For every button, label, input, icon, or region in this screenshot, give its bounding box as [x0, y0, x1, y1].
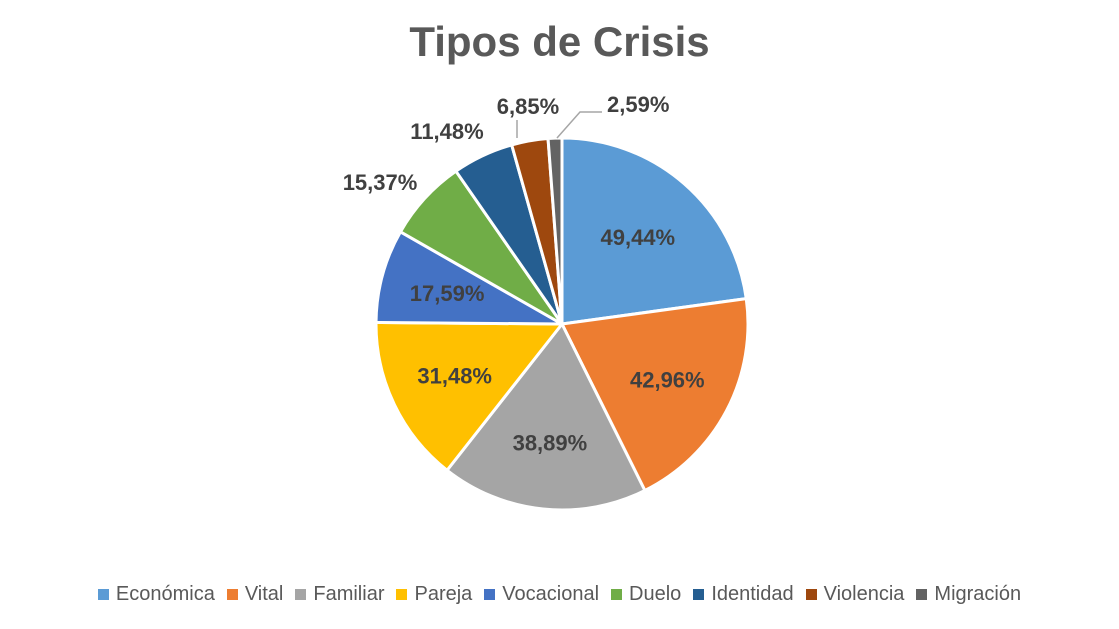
legend-label: Identidad: [711, 582, 794, 605]
legend-label: Migración: [934, 582, 1022, 605]
legend-swatch: [295, 588, 307, 600]
legend-label: Violencia: [823, 582, 905, 605]
legend-label: Económica: [115, 582, 215, 605]
legend-swatch: [611, 588, 623, 600]
legend-label: Vocacional: [502, 582, 600, 605]
leader-line-migracion: [556, 111, 602, 139]
chart-title: Tipos de Crisis: [409, 18, 710, 65]
legend-item-duelo: Duelo: [611, 583, 681, 606]
legend-swatch: [97, 588, 109, 600]
data-label-violencia: 6,85%: [497, 94, 559, 119]
legend-swatch: [916, 588, 928, 600]
legend-label: Duelo: [629, 582, 682, 605]
legend-swatch: [805, 588, 817, 600]
legend-item-identidad: Identidad: [693, 582, 794, 606]
legend-swatch: [226, 588, 238, 600]
data-label-vocacional: 17,59%: [410, 281, 485, 306]
data-label-identidad: 11,48%: [410, 119, 483, 144]
legend-label: Familiar: [313, 582, 385, 605]
data-label-migracion: 2,59%: [607, 92, 669, 117]
legend-item-violencia: Violencia: [805, 582, 905, 606]
pie-slice-migracion: [546, 136, 564, 326]
legend-item-economica: Económica: [97, 582, 215, 606]
legend-label: Vital: [244, 582, 284, 605]
data-label-familiar: 38,89%: [513, 430, 588, 455]
pie-slice-pareja: [374, 320, 564, 472]
legend-swatch: [693, 588, 705, 600]
legend-label: Pareja: [414, 582, 473, 605]
data-label-vital: 42,96%: [630, 368, 705, 393]
data-label-duelo: 15,37%: [343, 170, 418, 195]
legend-item-vocacional: Vocacional: [484, 583, 599, 606]
pie-slice-familiar: [445, 322, 647, 512]
pie-slice-vital: [560, 297, 750, 493]
legend-swatch: [484, 588, 496, 600]
pie-slice-vocacional: [374, 230, 564, 326]
legend-item-migracion: Migración: [916, 583, 1021, 606]
legend-item-pareja: Pareja: [396, 583, 472, 606]
data-label-economica: 49,44%: [600, 225, 675, 250]
legend: Económica Vital Familiar Pareja Vocacional Du…: [0, 579, 1119, 609]
legend-swatch: [396, 588, 408, 600]
data-label-pareja: 31,48%: [417, 364, 492, 389]
legend-item-vital: Vital: [226, 582, 284, 606]
legend-item-familiar: Familiar: [295, 583, 384, 606]
pie-slice-economica: [560, 136, 748, 326]
